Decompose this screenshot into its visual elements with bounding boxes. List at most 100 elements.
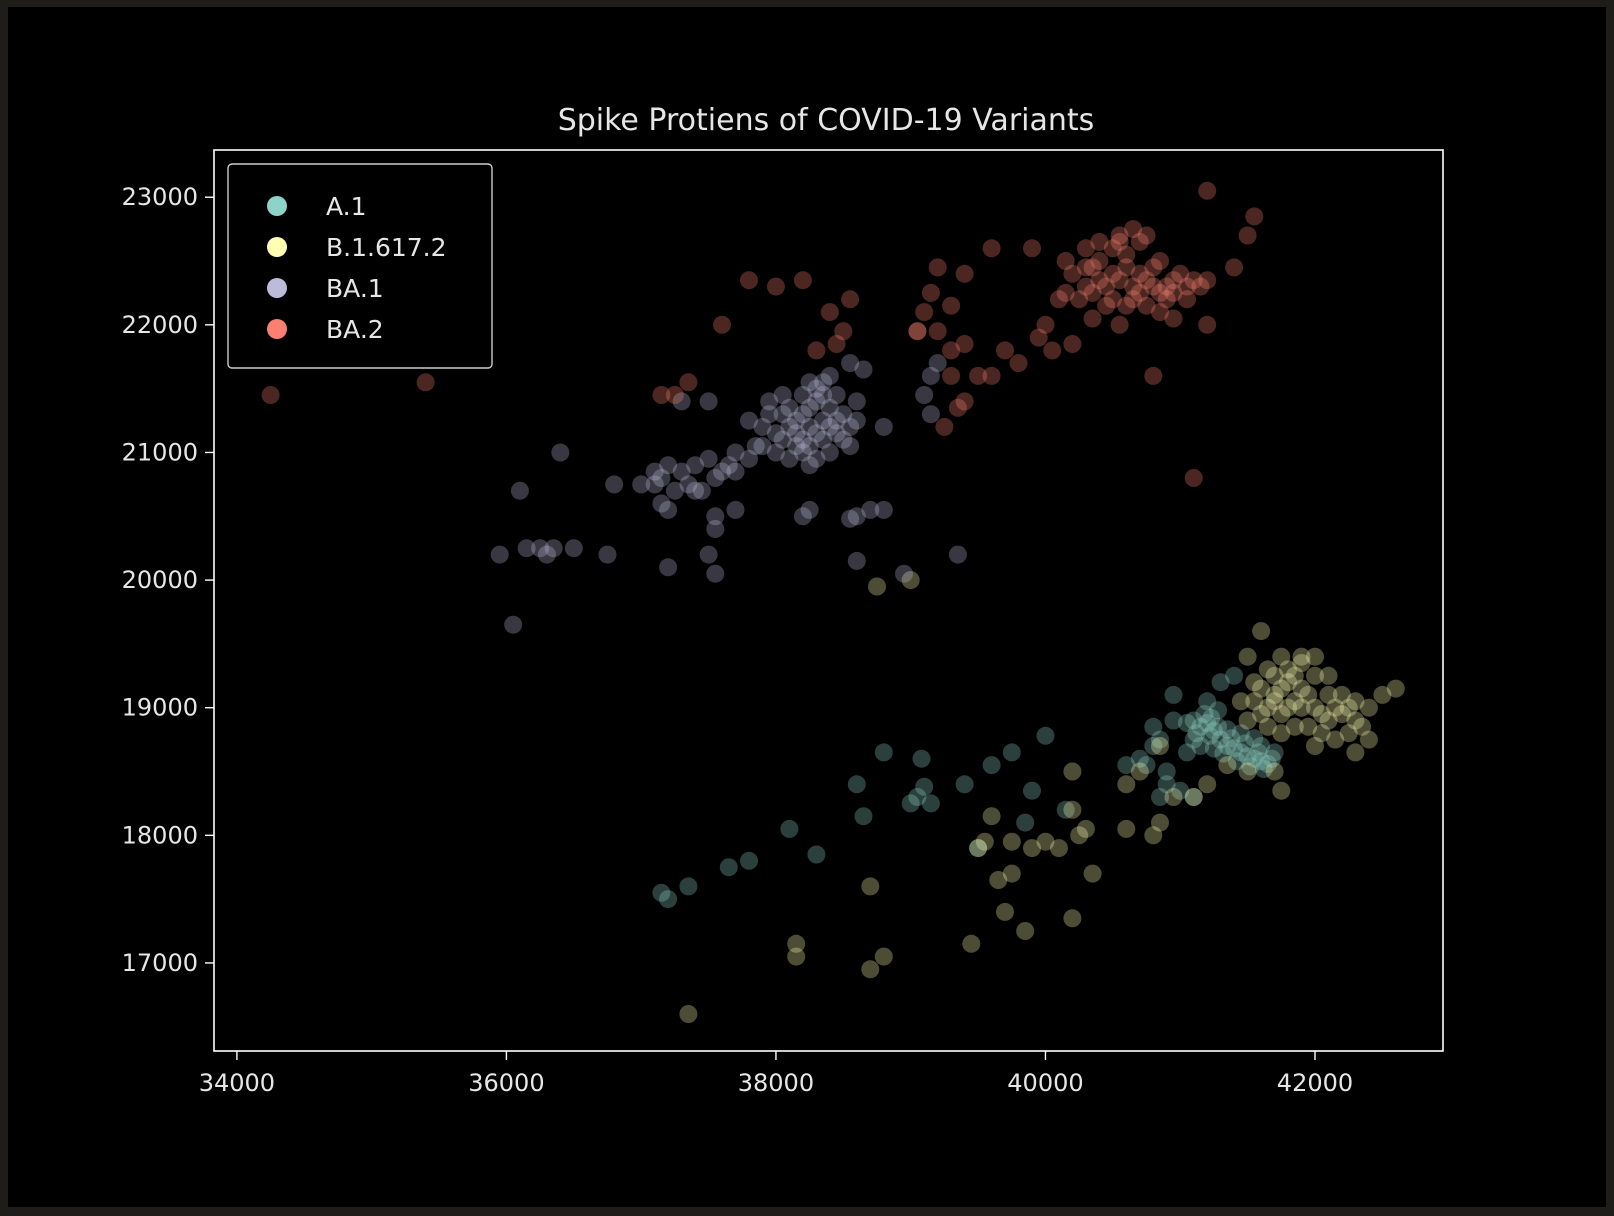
data-point xyxy=(780,819,799,838)
chart-title: Spike Protiens of COVID-19 Variants xyxy=(558,103,1095,138)
data-point xyxy=(1002,832,1021,851)
data-point xyxy=(1262,749,1281,768)
data-point xyxy=(1184,730,1203,749)
data-point xyxy=(1292,679,1311,698)
data-point xyxy=(1130,232,1149,251)
data-point xyxy=(1265,685,1284,704)
data-point xyxy=(1151,730,1169,749)
data-point xyxy=(1070,290,1089,309)
data-point xyxy=(1265,692,1284,711)
data-point xyxy=(1225,666,1244,685)
series-BA.1 xyxy=(490,354,967,634)
data-point xyxy=(820,303,839,322)
x-tick-label: 42000 xyxy=(1277,1069,1353,1097)
data-point xyxy=(912,749,931,768)
data-point xyxy=(1258,754,1277,773)
data-point xyxy=(1016,813,1035,832)
data-point xyxy=(1184,469,1203,487)
data-point xyxy=(1029,328,1048,347)
data-point xyxy=(948,398,967,417)
data-point xyxy=(793,405,812,424)
data-point xyxy=(1036,832,1055,851)
data-point xyxy=(787,424,806,443)
data-point xyxy=(1130,749,1149,768)
data-point xyxy=(1178,714,1196,732)
data-point xyxy=(1299,717,1318,736)
data-point xyxy=(1198,315,1217,334)
data-point xyxy=(1164,271,1183,290)
data-point xyxy=(787,411,806,430)
data-point xyxy=(793,271,812,290)
data-point xyxy=(1235,734,1254,753)
data-point xyxy=(1245,749,1264,768)
data-point xyxy=(1090,232,1109,251)
data-point xyxy=(780,449,799,468)
legend-marker xyxy=(267,196,287,216)
data-point xyxy=(510,481,529,500)
y-tick-label: 20000 xyxy=(122,566,198,594)
data-point xyxy=(1103,264,1122,283)
data-point xyxy=(490,545,509,564)
data-point xyxy=(1184,271,1203,290)
data-point xyxy=(1272,781,1291,800)
data-point xyxy=(760,392,779,411)
data-point xyxy=(780,417,799,436)
data-point xyxy=(1130,264,1149,283)
data-point xyxy=(1097,296,1116,315)
data-point xyxy=(921,794,940,813)
data-point xyxy=(1097,277,1116,296)
data-point xyxy=(1339,724,1358,743)
data-point xyxy=(1285,666,1304,685)
data-point xyxy=(820,443,839,462)
data-point xyxy=(1178,290,1196,309)
legend-label: BA.2 xyxy=(326,315,384,344)
y-tick-label: 23000 xyxy=(122,183,198,211)
data-point xyxy=(1319,666,1338,685)
data-point xyxy=(1359,730,1378,749)
data-point xyxy=(706,507,725,526)
data-point xyxy=(847,775,866,794)
data-point xyxy=(1238,711,1257,730)
legend-label: A.1 xyxy=(326,192,367,221)
data-point xyxy=(1306,666,1324,685)
data-point xyxy=(1231,692,1250,711)
data-point xyxy=(901,794,920,813)
data-point xyxy=(800,456,819,475)
data-point xyxy=(665,386,684,404)
data-point xyxy=(1204,721,1223,740)
data-point xyxy=(1144,737,1163,755)
y-tick-label: 22000 xyxy=(122,311,198,339)
data-point xyxy=(1164,711,1183,730)
data-point xyxy=(1227,752,1246,771)
data-point xyxy=(1090,252,1109,270)
data-point xyxy=(847,411,866,430)
data-point xyxy=(261,386,280,404)
data-point xyxy=(861,500,880,519)
data-point xyxy=(416,373,435,392)
data-point xyxy=(1285,692,1304,711)
data-point xyxy=(935,417,954,436)
series-B.1.617.2 xyxy=(679,571,1405,1023)
y-axis: 17000 18000 19000 20000 21000 22000 23000 xyxy=(122,183,214,977)
data-point xyxy=(1036,315,1055,334)
data-point xyxy=(841,509,860,528)
data-point xyxy=(652,469,671,487)
data-point xyxy=(1151,813,1169,832)
figure-canvas: Spike Protiens of COVID-19 Variants 3400… xyxy=(8,7,1606,1207)
data-point xyxy=(1151,252,1169,270)
data-point xyxy=(1103,290,1122,309)
data-point xyxy=(699,545,718,564)
data-point xyxy=(1023,781,1041,800)
data-point xyxy=(699,449,718,468)
data-point xyxy=(814,411,833,430)
data-point xyxy=(1200,726,1219,745)
data-point xyxy=(827,335,846,353)
data-point xyxy=(1076,277,1095,296)
data-point xyxy=(962,934,981,953)
data-point xyxy=(1076,258,1095,277)
data-point xyxy=(706,564,725,583)
data-point xyxy=(854,807,873,826)
data-point xyxy=(659,890,678,909)
data-point xyxy=(834,405,853,424)
data-point xyxy=(1312,724,1331,743)
